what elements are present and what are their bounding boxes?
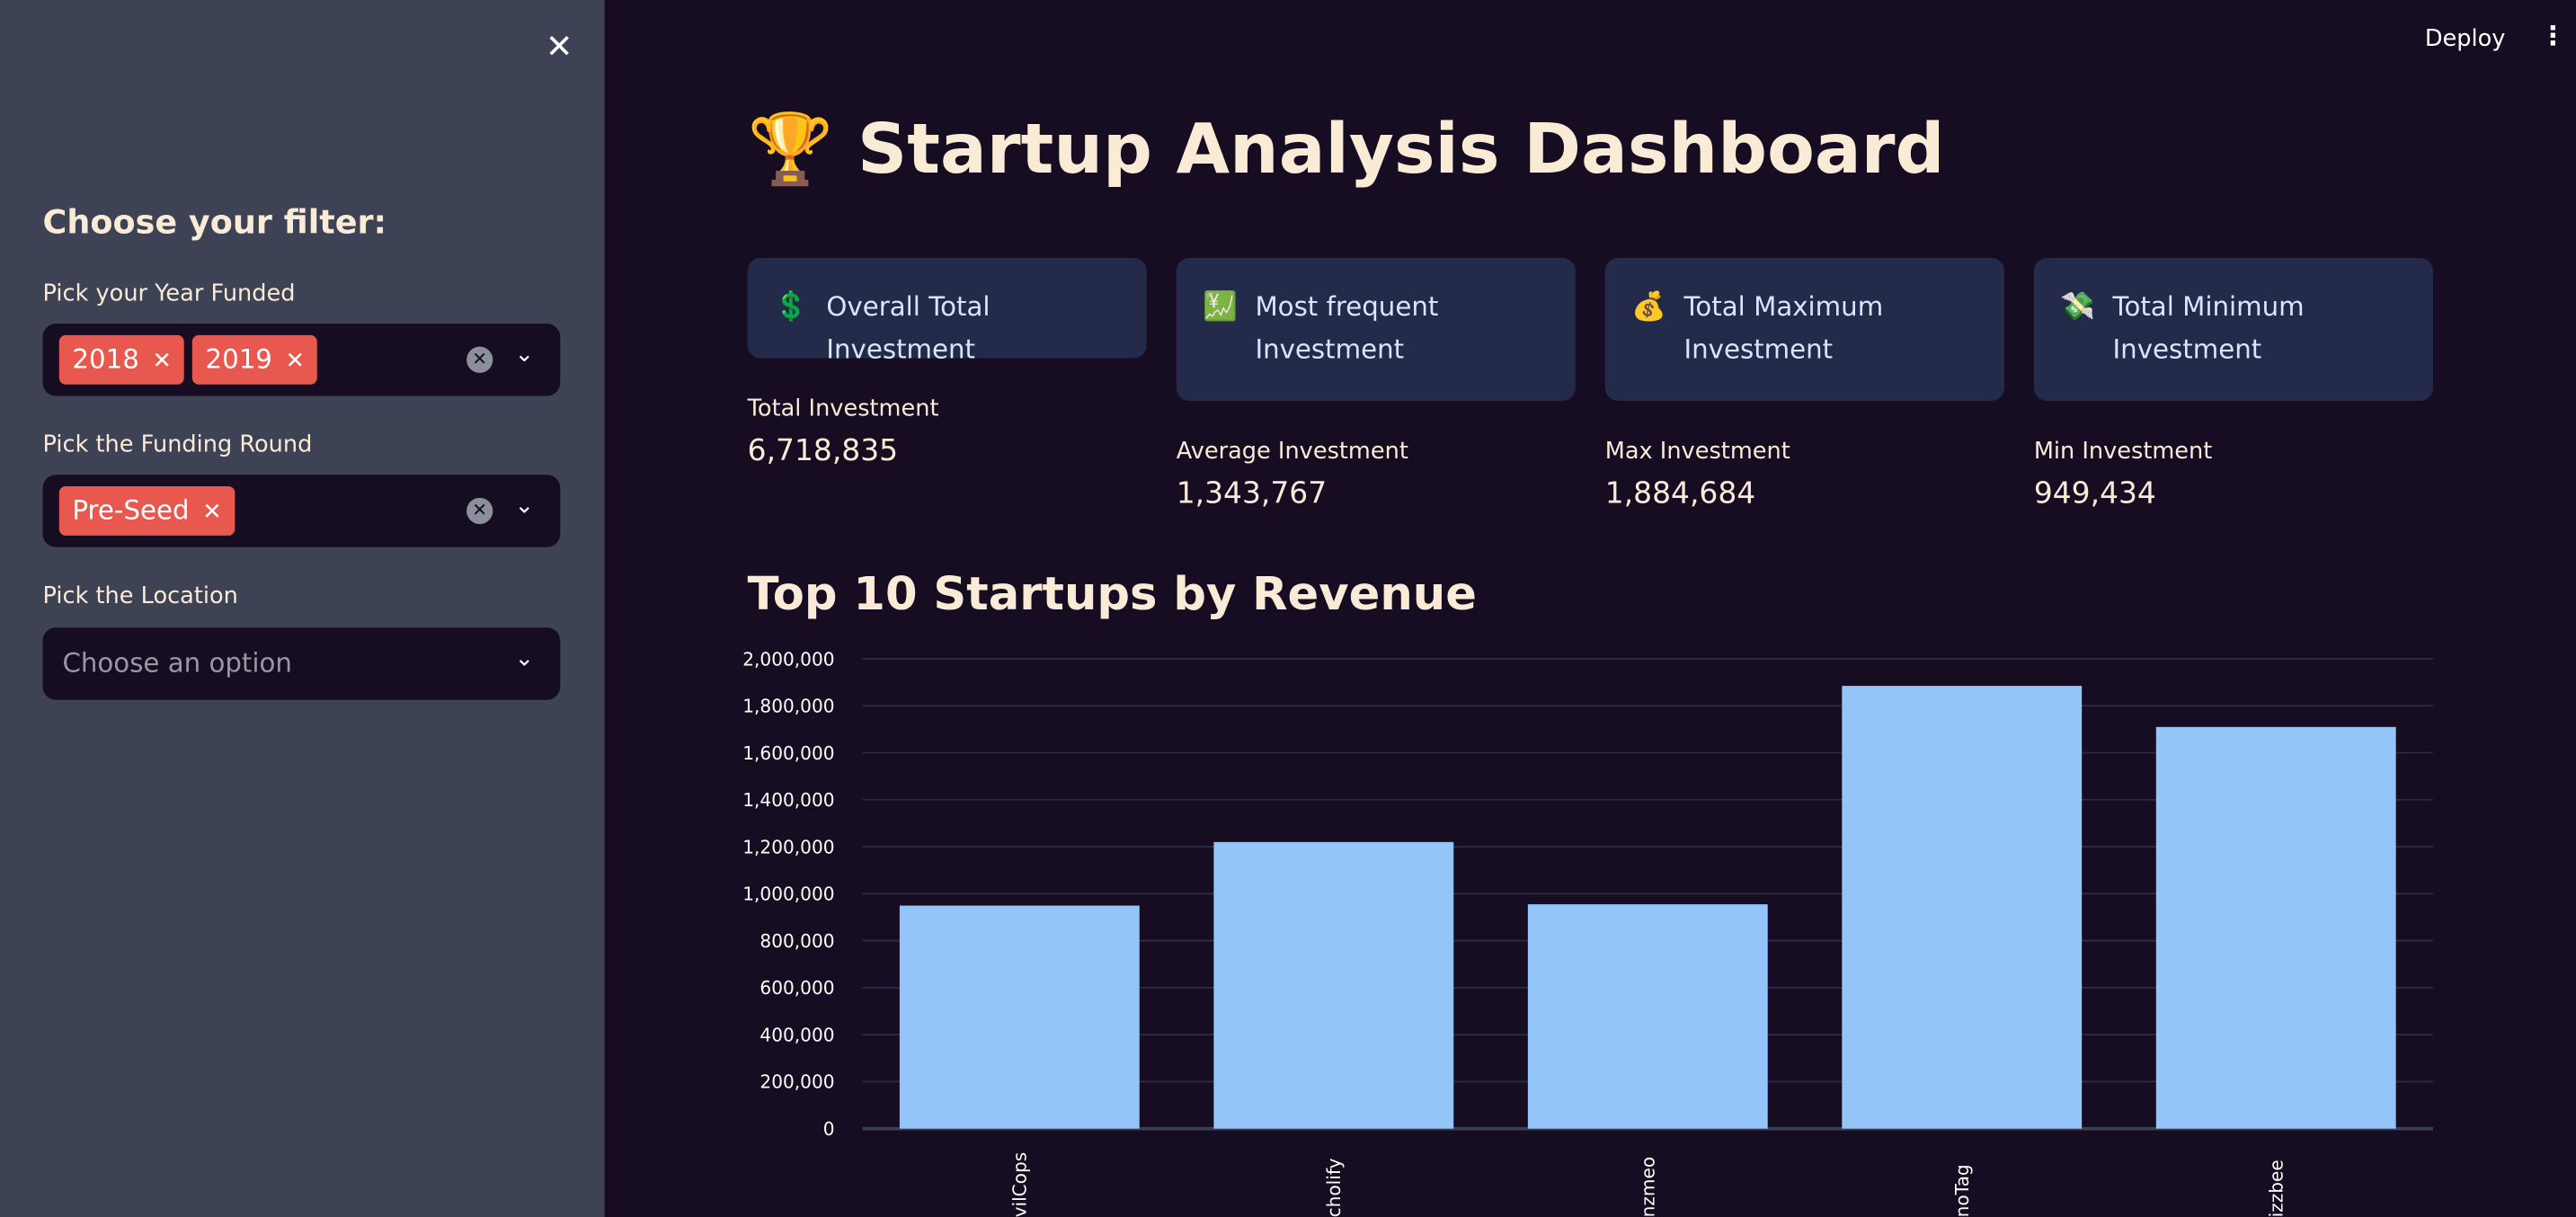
bar (1842, 686, 2083, 1129)
remove-tag-icon[interactable]: ✕ (285, 348, 305, 375)
tag-pre-seed: Pre-Seed ✕ (58, 486, 235, 536)
y-tick-label: 200,000 (759, 1071, 834, 1093)
chevron-down-icon[interactable]: ⌄ (514, 342, 535, 369)
card-max: 💰 Total Maximum Investment (1604, 257, 2004, 401)
clear-all-icon[interactable]: ✕ (466, 497, 493, 525)
chevron-down-icon[interactable]: ⌄ (514, 493, 535, 520)
bar (1213, 841, 1454, 1129)
x-tick-label: noTag (1951, 1164, 1973, 1217)
money-wings-icon: 💸 (2060, 290, 2095, 324)
round-label: Pick the Funding Round (42, 431, 313, 458)
y-tick-label: 0 (823, 1118, 835, 1140)
tag-2018: 2018 ✕ (58, 334, 185, 385)
metric-label: Total Investment (747, 395, 939, 422)
remove-tag-icon[interactable]: ✕ (152, 348, 172, 375)
x-tick-label: vilCops (1009, 1152, 1031, 1217)
money-bag-icon: 💰 (1631, 290, 1666, 324)
sidebar-title: Choose your filter: (42, 201, 387, 242)
y-tick-label: 1,800,000 (742, 696, 834, 717)
page-title: 🏆 Startup Analysis Dashboard (748, 109, 1945, 191)
tag-2019: 2019 ✕ (191, 334, 318, 385)
card-most-frequent: 💹 Most frequent Investment (1176, 257, 1576, 401)
metric-label: Average Investment (1176, 439, 1408, 466)
card-title: Overall Total Investment (826, 290, 990, 365)
metric-value: 6,718,835 (747, 433, 899, 468)
x-tick-label: cholify (1323, 1158, 1345, 1217)
page-title-text: Startup Analysis Dashboard (857, 108, 1945, 190)
metric-value: 1,884,684 (1604, 476, 1756, 511)
location-select[interactable]: Choose an option ⌄ (42, 627, 561, 700)
clear-all-icon[interactable]: ✕ (466, 346, 493, 373)
card-min: 💸 Total Minimum Investment (2033, 257, 2433, 401)
y-tick-label: 2,000,000 (742, 648, 834, 670)
metric-label: Max Investment (1604, 439, 1790, 466)
card-title: Most frequent Investment (1255, 290, 1439, 365)
tag-label: Pre-Seed (72, 494, 190, 526)
metric-value: 949,434 (2033, 476, 2156, 511)
x-tick-label: izzbee (2266, 1159, 2287, 1217)
close-sidebar-icon[interactable]: ✕ (545, 26, 573, 67)
trophy-icon: 🏆 (747, 108, 834, 190)
y-tick-label: 800,000 (759, 930, 834, 952)
card-title: Total Minimum Investment (2112, 290, 2305, 365)
sidebar: ✕ Choose your filter: Pick your Year Fun… (0, 0, 605, 1217)
metric-value: 1,343,767 (1176, 476, 1328, 511)
y-tick-label: 600,000 (759, 977, 834, 999)
remove-tag-icon[interactable]: ✕ (202, 499, 222, 526)
chart-title: Top 10 Startups by Revenue (747, 566, 1477, 621)
bar (899, 905, 1140, 1129)
y-tick-label: 1,200,000 (742, 836, 834, 857)
tag-label: 2019 (205, 343, 272, 375)
year-label: Pick your Year Funded (42, 280, 296, 307)
dollar-icon: 💲 (773, 290, 809, 324)
y-tick-label: 400,000 (759, 1024, 834, 1045)
chart-yen-icon: 💹 (1202, 290, 1238, 324)
bar (1527, 904, 1768, 1129)
card-total-investment: 💲 Overall Total Investment (747, 257, 1147, 365)
x-tick-label: nzmeo (1638, 1157, 1659, 1217)
y-tick-label: 1,600,000 (742, 742, 834, 764)
bar (2155, 726, 2396, 1129)
y-tick-label: 1,400,000 (742, 789, 834, 811)
card-title: Total Maximum Investment (1683, 290, 1884, 365)
year-multiselect[interactable]: 2018 ✕ 2019 ✕ ✕ ⌄ (42, 324, 561, 396)
chevron-down-icon[interactable]: ⌄ (514, 645, 535, 672)
y-tick-label: 1,000,000 (742, 884, 834, 905)
deploy-button[interactable]: Deploy (2424, 26, 2506, 53)
main-menu-icon[interactable]: ⋮ (2539, 19, 2567, 51)
location-placeholder: Choose an option (62, 647, 292, 679)
round-multiselect[interactable]: Pre-Seed ✕ ✕ ⌄ (42, 475, 561, 547)
location-label: Pick the Location (42, 582, 238, 610)
tag-label: 2018 (72, 343, 139, 375)
metric-label: Min Investment (2033, 439, 2213, 466)
